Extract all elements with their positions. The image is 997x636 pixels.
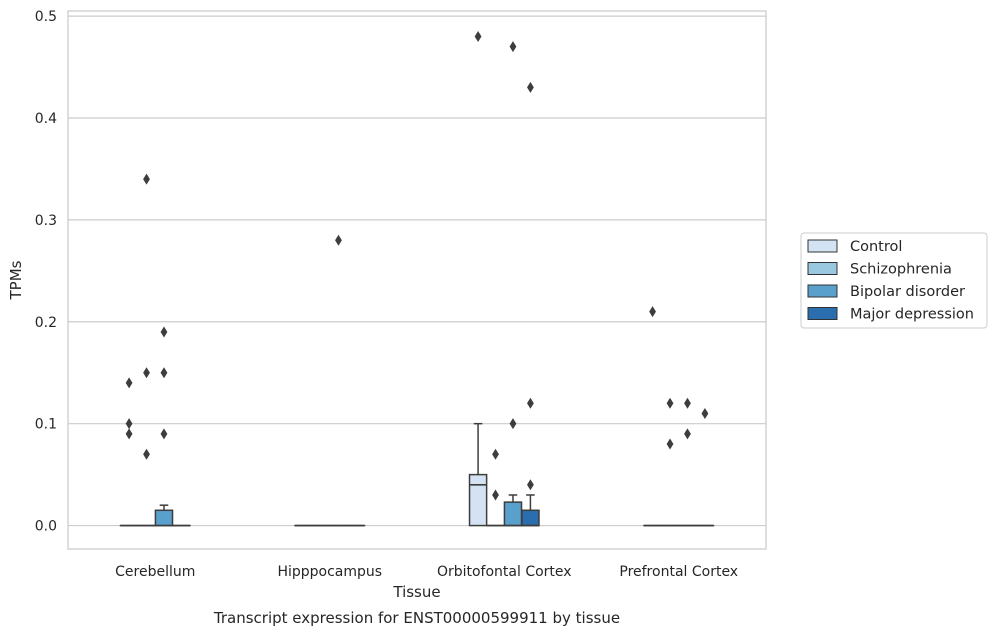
y-tick-label: 0.2	[35, 315, 57, 331]
x-tick-label: Cerebellum	[115, 564, 195, 580]
outliers	[125, 30, 709, 501]
legend-swatch	[807, 307, 838, 320]
legend-frame	[800, 232, 988, 329]
outlier-point	[527, 397, 534, 409]
legend-label: Control	[850, 239, 902, 255]
chart-caption: Transcript expression for ENST0000059991…	[213, 609, 620, 627]
outlier-point	[666, 397, 674, 409]
plot-area	[68, 11, 766, 549]
box-body	[154, 509, 174, 527]
legend-label: Schizophrenia	[850, 262, 952, 278]
outlier-point	[143, 367, 150, 379]
outlier-point	[160, 326, 168, 338]
outlier-point	[474, 30, 482, 42]
outlier-point	[666, 438, 674, 450]
outlier-point	[335, 234, 342, 246]
outlier-point	[160, 367, 168, 379]
outlier-point	[143, 173, 150, 185]
outlier-point	[125, 377, 133, 389]
box-body	[521, 509, 540, 527]
outlier-point	[509, 418, 517, 430]
legend-swatch	[807, 284, 838, 298]
outlier-point	[492, 448, 499, 460]
box-2-0	[154, 504, 174, 527]
box-body	[503, 501, 523, 527]
outlier-point	[492, 489, 499, 501]
x-tick-label: Prefrontal Cortex	[619, 564, 738, 580]
y-tick-label: 0.5	[35, 9, 57, 25]
x-tick-labels: Cerebellum Hipppocampus Orbitofontal Corte…	[115, 564, 738, 580]
legend-swatch	[807, 239, 838, 253]
boxes	[119, 422, 715, 527]
outlier-point	[125, 418, 133, 430]
outlier-point	[649, 306, 656, 318]
legend-label: Bipolar disorder	[850, 284, 965, 300]
outlier-point	[527, 479, 534, 491]
legend-swatch	[807, 262, 838, 275]
legend: Control Schizophrenia Bipolar disorder Majo…	[800, 232, 988, 329]
box-0-2	[468, 422, 488, 527]
outlier-point	[143, 448, 150, 460]
legend-items: Control Schizophrenia Bipolar disorder Majo…	[807, 239, 974, 323]
y-tick-label: 0.1	[35, 417, 57, 433]
box-body	[468, 473, 488, 527]
outlier-point	[684, 428, 691, 440]
x-tick-label: Hipppocampus	[277, 564, 382, 580]
legend-label: Major depression	[850, 307, 974, 323]
outlier-point	[527, 81, 534, 93]
y-tick-label: 0.4	[35, 111, 57, 127]
y-tick-label: 0.3	[35, 213, 57, 229]
x-tick-label: Orbitofontal Cortex	[437, 564, 572, 580]
y-tick-label: 0.0	[35, 519, 57, 535]
y-axis-title: TPMs	[7, 260, 25, 300]
y-tick-labels: 0.0 0.1 0.2 0.3 0.4 0.5	[35, 9, 57, 534]
outlier-point	[160, 428, 168, 440]
outlier-point	[684, 397, 691, 409]
box-3-2	[521, 494, 540, 527]
outlier-point	[509, 41, 517, 53]
outlier-point	[701, 407, 709, 419]
x-axis-title: Tissue	[392, 583, 440, 601]
outlier-point	[125, 428, 133, 440]
box-2-2	[503, 494, 523, 527]
plot-frame	[67, 10, 767, 550]
